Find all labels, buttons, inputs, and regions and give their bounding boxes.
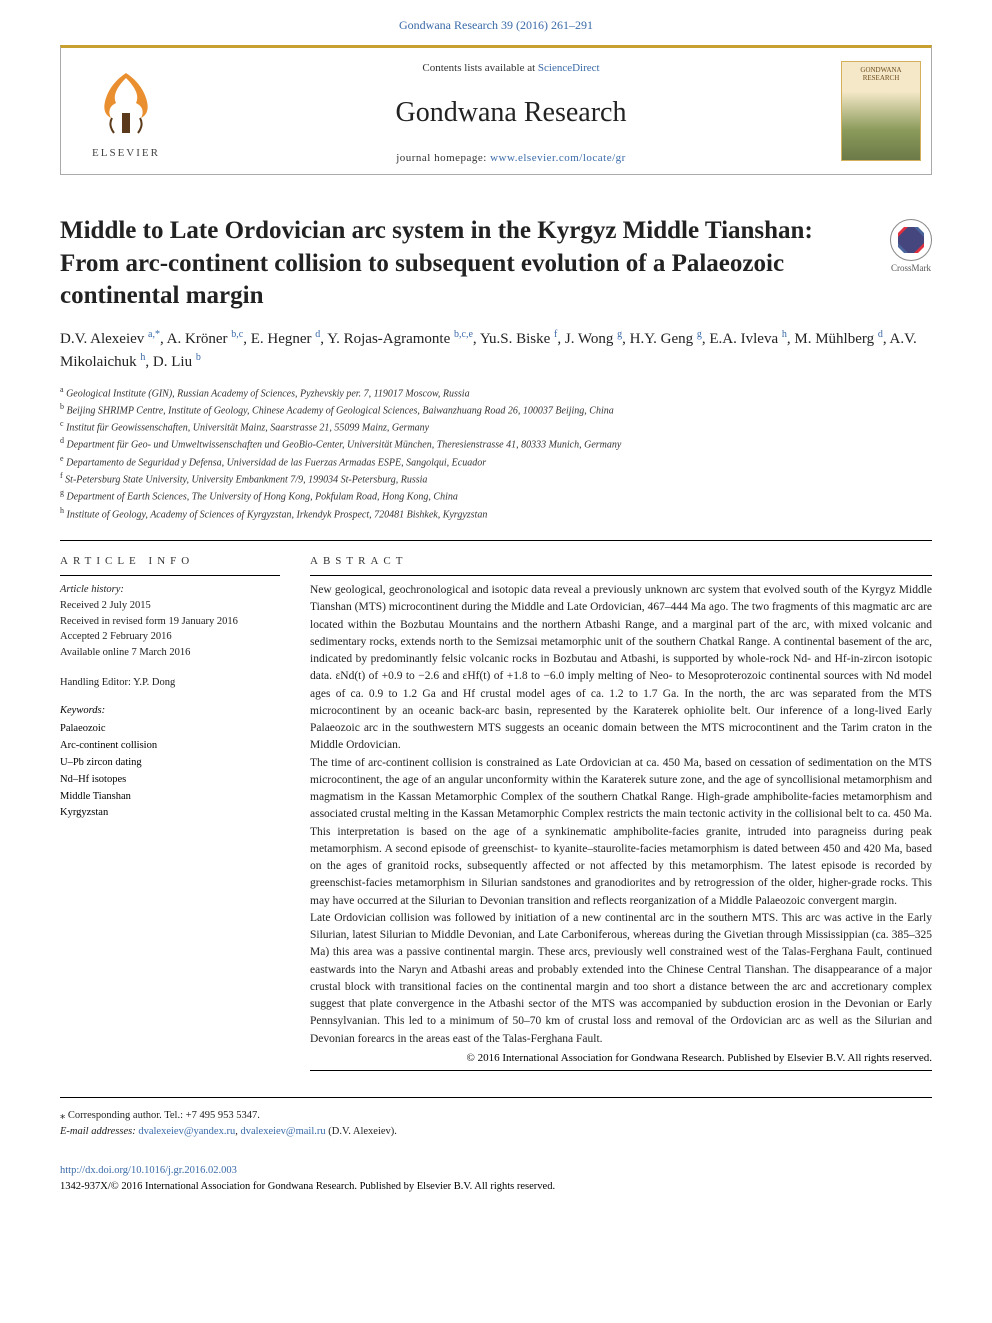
keywords-block: Keywords: PalaeozoicArc-continent collis… (60, 703, 280, 823)
cover-title: GONDWANA RESEARCH (842, 66, 920, 82)
journal-citation[interactable]: Gondwana Research 39 (2016) 261–291 (0, 0, 992, 45)
info-rule (60, 575, 280, 576)
elsevier-logo[interactable]: ELSEVIER (61, 48, 191, 174)
journal-cover-thumbnail[interactable]: GONDWANA RESEARCH (831, 48, 931, 174)
handling-editor: Handling Editor: Y.P. Dong (60, 675, 280, 691)
email-label: E-mail addresses: (60, 1126, 138, 1137)
affiliation-list: a Geological Institute (GIN), Russian Ac… (60, 384, 932, 523)
contents-list-line: Contents lists available at ScienceDirec… (422, 62, 599, 74)
abstract-paragraph: New geological, geochronological and iso… (310, 582, 932, 755)
online-date: Available online 7 March 2016 (60, 645, 280, 661)
author-email-2[interactable]: dvalexeiev@mail.ru (240, 1126, 325, 1137)
affiliation-item: g Department of Earth Sciences, The Univ… (60, 487, 932, 504)
abstract-heading: abstract (310, 555, 932, 567)
article-title: Middle to Late Ordovician arc system in … (60, 215, 820, 313)
keyword-item: Palaeozoic (60, 721, 280, 738)
journal-title: Gondwana Research (396, 97, 627, 129)
author-list: D.V. Alexeiev a,*, A. Kröner b,c, E. Heg… (60, 327, 932, 374)
accepted-date: Accepted 2 February 2016 (60, 629, 280, 645)
sciencedirect-link[interactable]: ScienceDirect (538, 62, 600, 74)
elsevier-wordmark: ELSEVIER (92, 147, 160, 159)
footer-rule (60, 1097, 932, 1098)
doi-block: http://dx.doi.org/10.1016/j.gr.2016.02.0… (60, 1163, 932, 1195)
crossmark-icon (890, 219, 932, 261)
article-info-heading: article info (60, 555, 280, 567)
journal-homepage-line: journal homepage: www.elsevier.com/locat… (396, 152, 626, 164)
affiliation-item: f St-Petersburg State University, Univer… (60, 470, 932, 487)
contents-prefix: Contents lists available at (422, 62, 537, 74)
abstract-column: abstract New geological, geochronologica… (310, 541, 932, 1077)
keyword-item: Kyrgyzstan (60, 805, 280, 822)
affiliation-item: a Geological Institute (GIN), Russian Ac… (60, 384, 932, 401)
elsevier-tree-icon (86, 63, 166, 143)
abstract-text: New geological, geochronological and iso… (310, 582, 932, 1048)
email-paren: (D.V. Alexeiev). (326, 1126, 397, 1137)
article-info-column: article info Article history: Received 2… (60, 541, 280, 1077)
corresponding-author-block: ⁎ Corresponding author. Tel.: +7 495 953… (60, 1108, 932, 1140)
homepage-prefix: journal homepage: (396, 152, 490, 164)
copyright-line: © 2016 International Association for Gon… (310, 1052, 932, 1064)
corresponding-tel: ⁎ Corresponding author. Tel.: +7 495 953… (60, 1108, 932, 1124)
abstract-paragraph: The time of arc-continent collision is c… (310, 755, 932, 910)
author-email-1[interactable]: dvalexeiev@yandex.ru (138, 1126, 235, 1137)
keywords-label: Keywords: (60, 703, 280, 720)
keyword-item: Arc-continent collision (60, 738, 280, 755)
affiliation-item: b Beijing SHRIMP Centre, Institute of Ge… (60, 401, 932, 418)
abstract-paragraph: Late Ordovician collision was followed b… (310, 910, 932, 1048)
affiliation-item: e Departamento de Seguridad y Defensa, U… (60, 453, 932, 470)
keyword-item: Nd–Hf isotopes (60, 772, 280, 789)
keyword-item: Middle Tianshan (60, 789, 280, 806)
crossmark-badge[interactable]: CrossMark (890, 219, 932, 273)
doi-link[interactable]: http://dx.doi.org/10.1016/j.gr.2016.02.0… (60, 1165, 237, 1176)
affiliation-item: d Department für Geo- und Umweltwissensc… (60, 435, 932, 452)
affiliation-item: c Institut für Geowissenschaften, Univer… (60, 418, 932, 435)
journal-header: ELSEVIER Contents lists available at Sci… (60, 45, 932, 175)
revised-date: Received in revised form 19 January 2016 (60, 614, 280, 630)
crossmark-label: CrossMark (891, 263, 931, 273)
affiliation-item: h Institute of Geology, Academy of Scien… (60, 505, 932, 522)
received-date: Received 2 July 2015 (60, 598, 280, 614)
issn-copyright: 1342-937X/© 2016 International Associati… (60, 1179, 932, 1195)
journal-homepage-link[interactable]: www.elsevier.com/locate/gr (490, 152, 626, 164)
keyword-item: U–Pb zircon dating (60, 755, 280, 772)
history-label: Article history: (60, 582, 280, 598)
abstract-rule (310, 575, 932, 576)
abstract-bottom-rule (310, 1070, 932, 1071)
